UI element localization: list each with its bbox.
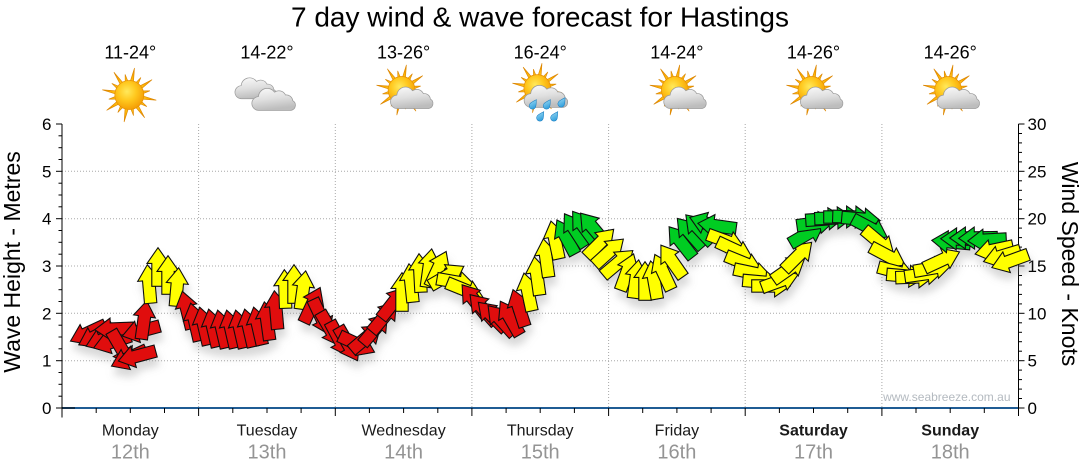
svg-text:0: 0 — [42, 399, 51, 418]
svg-text:14th: 14th — [384, 442, 423, 464]
svg-text:13-26°: 13-26° — [377, 43, 430, 63]
svg-text:18th: 18th — [931, 442, 970, 464]
svg-text:12th: 12th — [111, 442, 150, 464]
svg-text:11-24°: 11-24° — [104, 43, 156, 63]
svg-text:5: 5 — [42, 162, 51, 181]
svg-text:0: 0 — [1028, 399, 1037, 418]
svg-text:16th: 16th — [657, 442, 696, 464]
svg-text:30: 30 — [1028, 115, 1047, 134]
svg-text:25: 25 — [1028, 162, 1047, 181]
svg-text:20: 20 — [1028, 210, 1047, 229]
svg-text:4: 4 — [42, 210, 51, 229]
svg-text:14-26°: 14-26° — [787, 43, 840, 63]
svg-text:7 day wind & wave forecast for: 7 day wind & wave forecast for Hastings — [291, 2, 789, 33]
svg-text:Thursday: Thursday — [507, 423, 574, 440]
svg-text:13th: 13th — [248, 442, 287, 464]
svg-text:10: 10 — [1028, 304, 1047, 323]
svg-text:1: 1 — [42, 352, 51, 371]
svg-text:Wednesday: Wednesday — [361, 423, 445, 440]
svg-text:6: 6 — [42, 115, 51, 134]
svg-text:14-22°: 14-22° — [240, 43, 293, 63]
svg-text:17th: 17th — [794, 442, 833, 464]
svg-text:Tuesday: Tuesday — [237, 423, 298, 440]
svg-text:3: 3 — [42, 257, 51, 276]
svg-text:14-24°: 14-24° — [650, 43, 703, 63]
svg-text:14-26°: 14-26° — [924, 43, 977, 63]
svg-text:15th: 15th — [521, 442, 560, 464]
svg-text:15: 15 — [1028, 257, 1047, 276]
svg-text:www.seabreeze.com.au: www.seabreeze.com.au — [882, 390, 1010, 404]
svg-text:Friday: Friday — [655, 423, 699, 440]
svg-text:2: 2 — [42, 304, 51, 323]
svg-text:Sunday: Sunday — [921, 423, 979, 440]
svg-text:Wind Speed - Knots: Wind Speed - Knots — [1057, 162, 1080, 367]
svg-text:5: 5 — [1028, 352, 1037, 371]
svg-text:Wave Height - Metres: Wave Height - Metres — [0, 151, 25, 373]
svg-text:Monday: Monday — [102, 423, 159, 440]
svg-text:16-24°: 16-24° — [514, 43, 567, 63]
svg-text:Saturday: Saturday — [779, 423, 848, 440]
